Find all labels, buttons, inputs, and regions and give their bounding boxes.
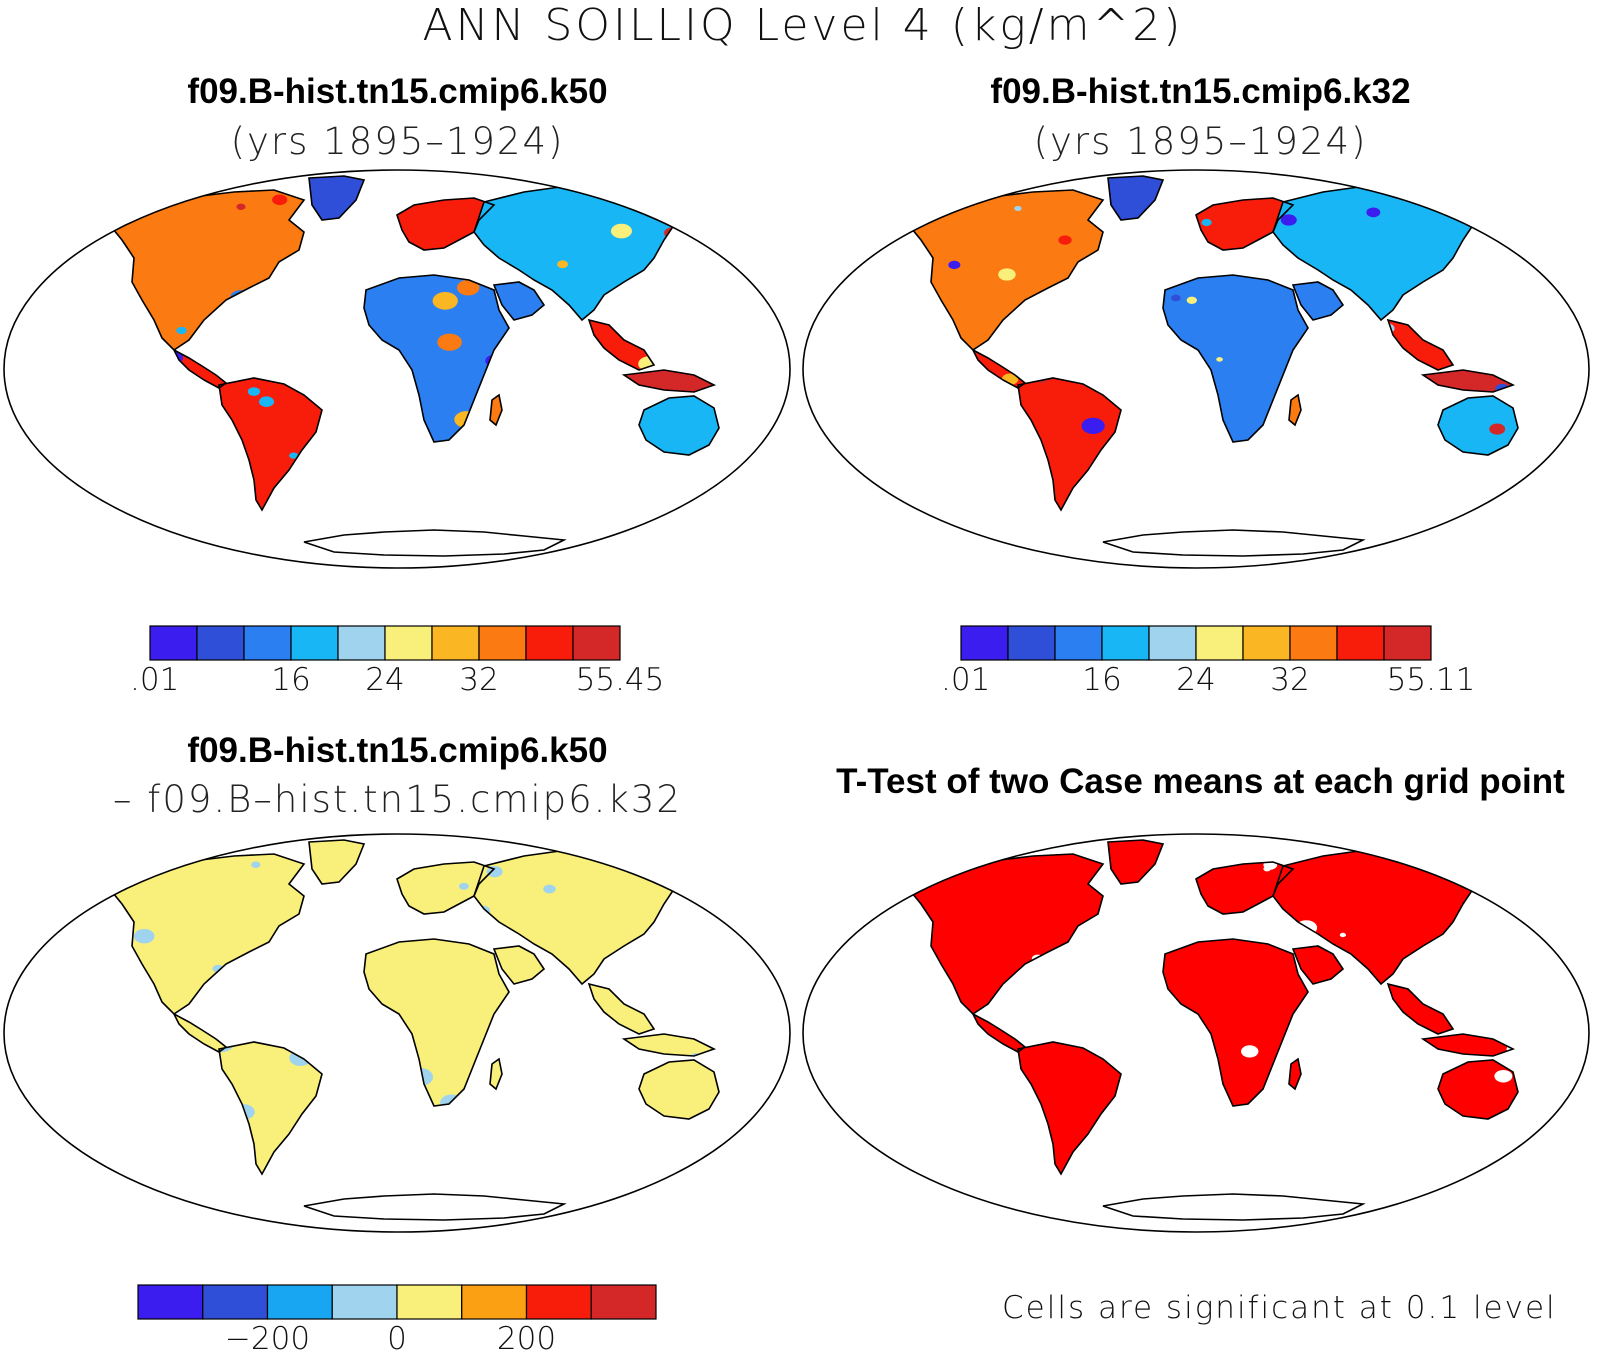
northAmerica-fill — [903, 190, 1103, 350]
map-frame — [3, 169, 791, 569]
colorbar-tick-label: .01 — [130, 662, 180, 698]
panel4-title: T-Test of two Case means at each grid po… — [836, 762, 1565, 801]
colorbar-swatch — [266, 1284, 333, 1320]
africa-fill — [1163, 939, 1308, 1106]
colorbar-swatch — [396, 1284, 463, 1320]
greenland-fill — [1108, 176, 1163, 220]
antarctica-fill — [1103, 530, 1363, 556]
colorbar-tick-label: 24 — [365, 662, 405, 698]
panel2-subtitle: (yrs 1895–1924) — [1033, 120, 1368, 163]
figure-title: ANN SOILLIQ Level 4 (kg/m^2) — [422, 0, 1184, 51]
colorbar-swatch — [1289, 625, 1338, 661]
panel1-title: f09.B-hist.tn15.cmip6.k50 — [187, 72, 608, 111]
colorbar-swatch — [1148, 625, 1197, 661]
greenland-fill — [1108, 840, 1163, 884]
colorbar-tick-label: 32 — [1270, 662, 1310, 698]
colorbar-swatch — [196, 625, 245, 661]
colorbar-swatch — [461, 1284, 528, 1320]
colorbar-swatch — [1242, 625, 1291, 661]
colorbar-tick-label: 16 — [271, 662, 311, 698]
colorbar-tick-label: 32 — [459, 662, 499, 698]
antarctica-fill — [304, 1194, 564, 1220]
panel1-subtitle: (yrs 1895–1924) — [230, 120, 565, 163]
colorbar-swatch — [331, 1284, 398, 1320]
colorbar-swatch — [1195, 625, 1244, 661]
colorbar-swatch — [1336, 625, 1385, 661]
colorbar-tick-label: 0 — [387, 1321, 407, 1357]
colorbar-swatch — [525, 625, 574, 661]
colorbar-swatch — [384, 625, 433, 661]
europe-fill — [397, 198, 494, 250]
colorbar-swatch — [337, 625, 386, 661]
antarctica-fill — [1103, 1194, 1363, 1220]
colorbar-swatch — [1383, 625, 1432, 661]
colorbar-swatch — [290, 625, 339, 661]
colorbar-k50 — [149, 625, 621, 661]
colorbar-swatch — [1007, 625, 1056, 661]
australia-fill — [639, 396, 719, 455]
colorbar-swatch — [1101, 625, 1150, 661]
map-frame — [802, 833, 1590, 1233]
map-panel-ttest — [802, 833, 1590, 1233]
colorbar-tick-label: .01 — [941, 662, 991, 698]
colorbar-tick-label: 200 — [496, 1321, 557, 1357]
colorbar-swatch — [960, 625, 1009, 661]
greenland-fill — [309, 176, 364, 220]
colorbar-swatch — [149, 625, 198, 661]
colorbar-swatch — [525, 1284, 592, 1320]
colorbar-swatch — [243, 625, 292, 661]
colorbar-tick-label: −200 — [224, 1321, 311, 1357]
colorbar-difference — [137, 1284, 657, 1320]
colorbar-swatch — [590, 1284, 657, 1320]
map-panel-k32 — [802, 169, 1590, 569]
map-panel-k50 — [3, 169, 791, 569]
colorbar-tick-label: 16 — [1082, 662, 1122, 698]
colorbar-tick-label: 55.11 — [1386, 662, 1476, 698]
colorbar-swatch — [202, 1284, 269, 1320]
map-panel-difference — [3, 833, 791, 1233]
colorbar-tick-label: 24 — [1176, 662, 1216, 698]
centralAmerica-fill — [973, 1014, 1025, 1052]
panel2-title: f09.B-hist.tn15.cmip6.k32 — [990, 72, 1411, 111]
colorbar-k32 — [960, 625, 1432, 661]
australia-fill — [1438, 1060, 1518, 1119]
colorbar-tick-label: 55.45 — [575, 662, 665, 698]
greenland-fill — [309, 840, 364, 884]
colorbar-swatch — [431, 625, 480, 661]
colorbar-swatch — [572, 625, 621, 661]
colorbar-swatch — [478, 625, 527, 661]
seAsia-fill — [589, 984, 654, 1034]
centralAmerica-fill — [174, 1014, 226, 1052]
panel3-title: f09.B-hist.tn15.cmip6.k50 — [187, 731, 608, 770]
colorbar-swatch — [137, 1284, 204, 1320]
panel3-subtitle: – f09.B–hist.tn15.cmip6.k32 — [113, 778, 682, 821]
colorbar-swatch — [1054, 625, 1103, 661]
significance-note: Cells are significant at 0.1 level — [1002, 1290, 1557, 1326]
antarctica-fill — [304, 530, 564, 556]
map-frame — [3, 833, 791, 1233]
europe-fill — [397, 862, 494, 914]
map-frame — [802, 169, 1590, 569]
